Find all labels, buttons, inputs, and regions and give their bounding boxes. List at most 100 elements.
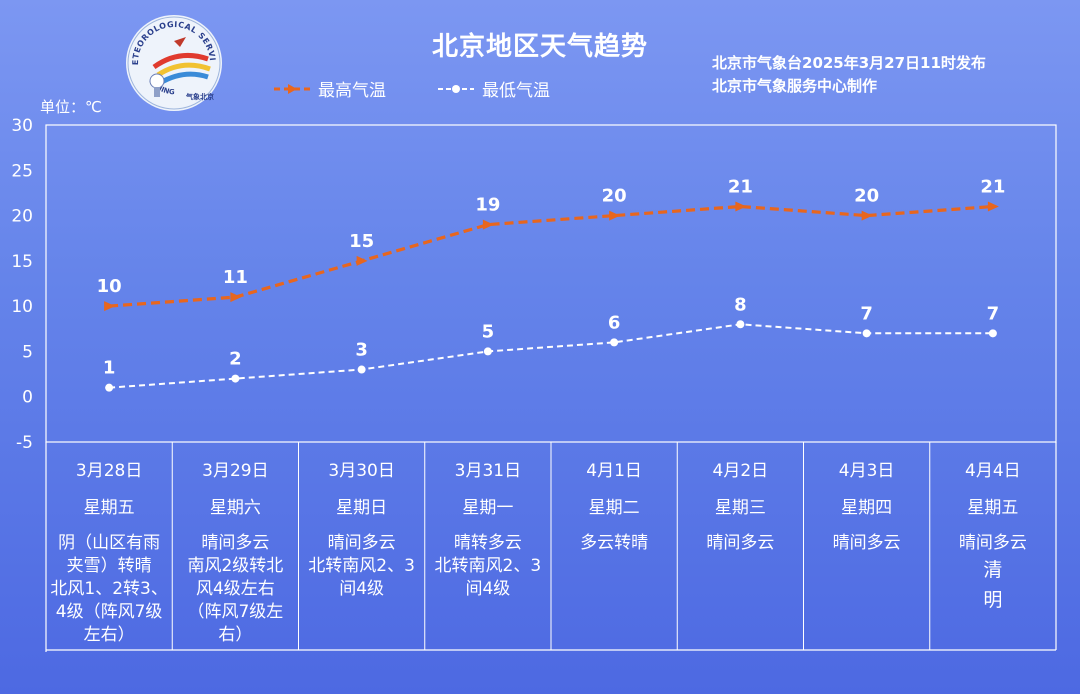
day-weekday: 星期五	[83, 498, 135, 518]
weather-line: 风4级左右	[195, 579, 275, 599]
unit-label: 单位：℃	[40, 98, 102, 116]
y-tick-label: 25	[11, 161, 33, 181]
meteorological-service-logo: METEOROLOGICAL SERVICE BEIJING 气象北京	[120, 6, 224, 113]
y-tick-label: 5	[22, 342, 33, 362]
low-temp-label: 5	[482, 321, 495, 342]
day-weather: 晴间多云北转南风2、3 间4级	[297, 532, 427, 601]
weather-line: 晴间多云	[201, 533, 270, 553]
high-temp-label: 20	[854, 186, 879, 207]
day-weather: 晴间多云	[675, 532, 805, 555]
weather-line: 间4级	[465, 579, 511, 599]
legend-low-label: 最低气温	[482, 81, 550, 101]
low-temp-point	[988, 329, 997, 338]
day-date: 3月28日	[75, 461, 143, 481]
day-weather: 晴间多云南风2级转北 风4级左右 （阵风7级左 右）	[170, 532, 300, 647]
y-tick-label: 10	[11, 297, 33, 317]
low-temp-label: 7	[987, 303, 1000, 324]
low-temp-label: 7	[860, 303, 873, 324]
low-temp-label: 3	[355, 340, 368, 361]
publish-line-2: 北京市气象服务中心制作	[712, 77, 878, 95]
day-weather: 晴转多云北转南风2、3 间4级	[423, 532, 553, 601]
day-weekday: 星期日	[336, 498, 388, 518]
legend-low-marker	[438, 84, 474, 93]
high-temp-label: 15	[349, 231, 374, 252]
high-temp-point	[987, 201, 999, 212]
high-temp-point	[609, 210, 621, 221]
weather-line: 阴（山区有雨	[58, 533, 161, 553]
weather-line: 夹雪）转晴	[66, 556, 152, 576]
high-temp-label: 10	[97, 276, 122, 297]
weather-line: 晴转多云	[453, 533, 522, 553]
high-temp-point	[104, 301, 116, 312]
low-temp-point	[483, 347, 492, 356]
plot-frame	[45, 124, 1057, 443]
day-date: 4月3日	[838, 461, 895, 481]
day-weekday: 星期三	[714, 498, 766, 518]
low-temp-point	[105, 383, 114, 392]
legend-low: 最低气温	[436, 76, 550, 101]
weather-line: 北转南风2、3	[434, 556, 542, 576]
high-temp-label: 19	[475, 195, 500, 216]
day-weather: 晴间多云	[802, 532, 932, 555]
y-tick-label: 30	[11, 116, 33, 136]
y-tick-label: 20	[11, 207, 33, 227]
publish-info: 北京市气象台2025年3月27日11时发布 北京市气象服务中心制作	[712, 52, 986, 98]
day-date: 3月31日	[454, 461, 522, 481]
high-temp-line	[108, 204, 994, 308]
day-weekday: 星期一	[462, 498, 514, 518]
low-temp-point	[862, 329, 871, 338]
high-temp-label: 21	[728, 177, 753, 198]
low-temp-point	[231, 374, 240, 383]
low-temp-label: 2	[229, 349, 242, 370]
legend-high-marker	[274, 83, 310, 94]
weather-line: 4级（阵风7级	[55, 602, 163, 622]
day-date: 3月29日	[202, 461, 269, 481]
high-temp-label: 11	[223, 267, 248, 288]
day-weather: 阴（山区有雨 夹雪）转晴北风1、2转3、 4级（阵风7级 左右）	[44, 532, 174, 647]
day-weekday: 星期四	[841, 498, 893, 518]
day-weather: 晴间多云清明	[928, 532, 1058, 615]
day-date: 4月2日	[712, 461, 769, 481]
high-temp-label: 20	[602, 186, 627, 207]
weather-line: 北风1、2转3、	[50, 579, 168, 599]
high-temp-point	[482, 219, 494, 230]
weather-line: 间4级	[339, 579, 385, 599]
weather-line: 多云转晴	[580, 533, 649, 553]
weather-line: 左右）	[83, 625, 135, 645]
legend-high: 最高气温	[272, 76, 386, 101]
low-temp-label: 1	[103, 358, 116, 379]
day-weather: 多云转晴	[549, 532, 679, 555]
day-weekday: 星期二	[588, 498, 640, 518]
weather-line: 晴间多云	[958, 533, 1027, 553]
weather-line: 南风2级转北	[187, 556, 284, 576]
legend-high-label: 最高气温	[318, 81, 386, 101]
y-tick-label: -5	[16, 433, 33, 453]
low-temp-label: 8	[734, 294, 747, 315]
high-temp-point	[861, 210, 873, 221]
low-temp-line	[109, 323, 993, 389]
weather-line: 晴间多云	[327, 533, 396, 553]
weather-line: 北转南风2、3	[308, 556, 415, 576]
high-temp-point	[356, 255, 368, 266]
weather-line: 右）	[218, 625, 253, 645]
day-date: 4月1日	[586, 461, 642, 481]
low-temp-point	[610, 338, 619, 347]
weather-line: 晴间多云	[706, 533, 775, 553]
low-temp-label: 6	[608, 312, 621, 333]
high-temp-point	[735, 201, 747, 212]
day-date: 3月30日	[328, 461, 395, 481]
high-temp-label: 21	[980, 177, 1005, 198]
day-weekday: 星期五	[967, 498, 1019, 518]
high-temp-point	[230, 292, 242, 303]
day-weekday: 星期六	[209, 498, 261, 518]
weather-line: （阵风7级左	[187, 602, 284, 622]
day-date: 4月4日	[965, 461, 1021, 481]
weather-line: 晴间多云	[832, 533, 901, 553]
weather-line: 明	[983, 589, 1003, 611]
low-temp-point	[357, 365, 366, 374]
y-tick-label: 0	[22, 388, 33, 408]
weather-line: 清	[983, 559, 1003, 581]
publish-line-1: 北京市气象台2025年3月27日11时发布	[712, 54, 986, 72]
low-temp-point	[736, 320, 745, 329]
